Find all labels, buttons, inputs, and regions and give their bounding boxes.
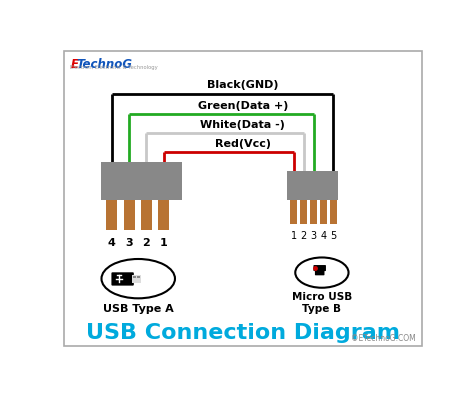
- Bar: [320, 200, 327, 224]
- Text: Green(Data +): Green(Data +): [198, 101, 288, 111]
- Bar: [124, 200, 135, 230]
- Text: ©ETechnoG.COM: ©ETechnoG.COM: [351, 334, 416, 343]
- Bar: [141, 200, 152, 230]
- Text: 4: 4: [320, 231, 327, 241]
- Bar: [101, 162, 182, 200]
- FancyBboxPatch shape: [315, 269, 325, 275]
- FancyBboxPatch shape: [313, 265, 326, 271]
- Text: 2: 2: [301, 231, 307, 241]
- Text: 2: 2: [142, 238, 150, 248]
- FancyBboxPatch shape: [111, 272, 134, 286]
- Text: Electron, Electronic & Technology: Electron, Electronic & Technology: [70, 65, 158, 70]
- Bar: [133, 275, 136, 278]
- Bar: [290, 200, 297, 224]
- Text: Red(Vcc): Red(Vcc): [215, 139, 271, 149]
- Text: 1: 1: [160, 238, 167, 248]
- Bar: [106, 200, 117, 230]
- Bar: [287, 171, 338, 200]
- Text: White(Data -): White(Data -): [201, 120, 285, 130]
- Text: 3: 3: [125, 238, 133, 248]
- Bar: [310, 200, 317, 224]
- Bar: [300, 200, 307, 224]
- Text: 3: 3: [310, 231, 317, 241]
- Text: Black(GND): Black(GND): [207, 81, 279, 90]
- Bar: [132, 275, 141, 283]
- Text: TechnoG: TechnoG: [77, 58, 133, 71]
- Ellipse shape: [295, 257, 348, 288]
- Text: 4: 4: [108, 238, 116, 248]
- Bar: [158, 200, 169, 230]
- Ellipse shape: [101, 259, 175, 298]
- Text: Micro USB
Type B: Micro USB Type B: [292, 292, 352, 314]
- Bar: [137, 275, 140, 278]
- Text: 5: 5: [330, 231, 337, 241]
- Text: 1: 1: [291, 231, 297, 241]
- Bar: [330, 200, 337, 224]
- Text: USB Connection Diagram: USB Connection Diagram: [86, 323, 400, 343]
- Text: E: E: [70, 58, 78, 71]
- Text: USB Type A: USB Type A: [103, 304, 173, 314]
